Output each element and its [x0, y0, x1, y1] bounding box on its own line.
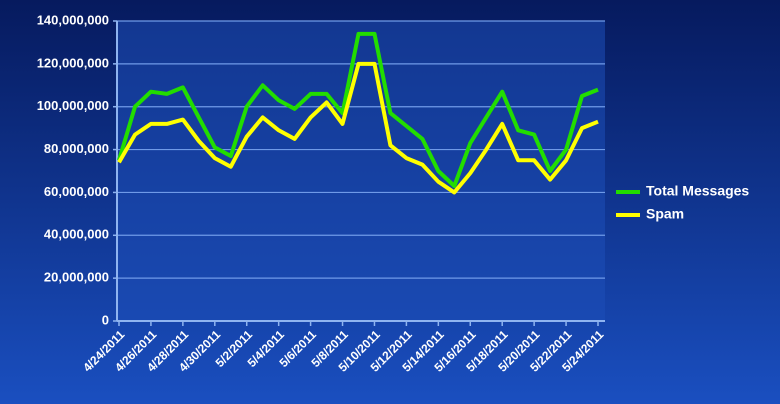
series-line [117, 61, 599, 195]
y-tick-label: 0 [102, 312, 109, 327]
y-tick-label: 120,000,000 [37, 55, 109, 70]
plot-area [117, 21, 605, 321]
y-tick-label: 60,000,000 [44, 184, 109, 199]
y-tick-label: 100,000,000 [37, 98, 109, 113]
series-line [117, 31, 599, 188]
y-tick-label: 140,000,000 [37, 12, 109, 27]
legend-label: Spam [646, 206, 684, 222]
y-tick-label: 20,000,000 [44, 270, 109, 285]
y-tick-label: 40,000,000 [44, 227, 109, 242]
y-tick-label: 80,000,000 [44, 141, 109, 156]
legend-label: Total Messages [646, 183, 749, 199]
